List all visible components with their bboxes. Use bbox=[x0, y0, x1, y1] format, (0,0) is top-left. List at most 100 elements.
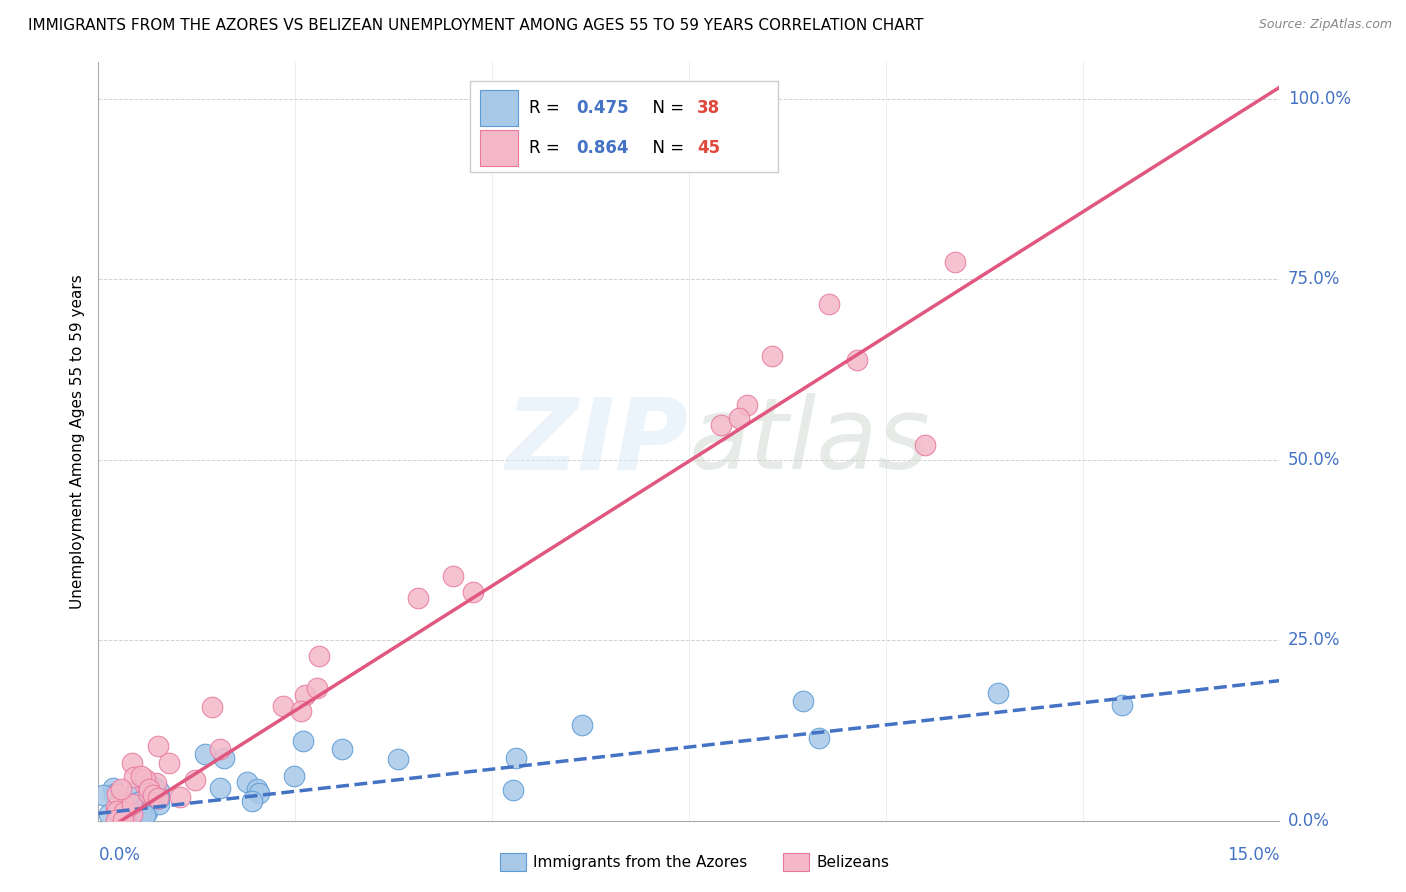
Point bbox=[148, 797, 170, 811]
Point bbox=[654, 91, 676, 105]
Point bbox=[148, 791, 170, 805]
Point bbox=[110, 782, 132, 797]
Point bbox=[121, 797, 143, 811]
Text: 25.0%: 25.0% bbox=[1288, 632, 1340, 649]
Point bbox=[103, 781, 125, 796]
Point bbox=[1111, 698, 1133, 712]
Point bbox=[121, 756, 143, 770]
FancyBboxPatch shape bbox=[501, 854, 526, 871]
Point bbox=[139, 786, 162, 800]
Point bbox=[246, 781, 269, 796]
Point bbox=[502, 783, 524, 797]
Text: R =: R = bbox=[530, 139, 565, 157]
Point bbox=[157, 756, 180, 770]
Text: IMMIGRANTS FROM THE AZORES VS BELIZEAN UNEMPLOYMENT AMONG AGES 55 TO 59 YEARS CO: IMMIGRANTS FROM THE AZORES VS BELIZEAN U… bbox=[28, 18, 924, 33]
Point bbox=[105, 804, 128, 818]
FancyBboxPatch shape bbox=[479, 130, 517, 166]
Point bbox=[290, 704, 312, 718]
Point bbox=[145, 776, 167, 790]
Point bbox=[105, 788, 128, 802]
Y-axis label: Unemployment Among Ages 55 to 59 years: Unemployment Among Ages 55 to 59 years bbox=[69, 274, 84, 609]
Point bbox=[710, 417, 733, 432]
Point bbox=[184, 773, 207, 788]
Text: 0.475: 0.475 bbox=[576, 99, 630, 117]
Text: 15.0%: 15.0% bbox=[1227, 846, 1279, 863]
Point bbox=[125, 784, 148, 798]
Point bbox=[148, 784, 170, 798]
Point bbox=[727, 411, 749, 425]
Text: 75.0%: 75.0% bbox=[1288, 270, 1340, 288]
Point bbox=[112, 813, 135, 827]
Text: 0.0%: 0.0% bbox=[98, 846, 141, 863]
Text: 45: 45 bbox=[697, 139, 720, 157]
Text: atlas: atlas bbox=[689, 393, 931, 490]
Point bbox=[134, 778, 156, 792]
Point bbox=[846, 352, 869, 367]
Point bbox=[148, 739, 170, 754]
Point bbox=[136, 786, 159, 800]
Point bbox=[129, 769, 152, 783]
Point bbox=[138, 782, 160, 797]
FancyBboxPatch shape bbox=[479, 90, 517, 126]
Point bbox=[208, 741, 231, 756]
Point bbox=[209, 781, 232, 796]
Text: 50.0%: 50.0% bbox=[1288, 450, 1340, 468]
Text: Belizeans: Belizeans bbox=[817, 855, 890, 870]
Point bbox=[169, 789, 191, 804]
Text: Source: ZipAtlas.com: Source: ZipAtlas.com bbox=[1258, 18, 1392, 31]
Point bbox=[104, 800, 127, 814]
Point bbox=[505, 750, 527, 764]
Point bbox=[294, 688, 316, 702]
Point bbox=[441, 568, 464, 582]
Text: 38: 38 bbox=[697, 99, 720, 117]
Point bbox=[103, 787, 125, 801]
Text: 100.0%: 100.0% bbox=[1288, 89, 1351, 108]
Point bbox=[308, 648, 330, 663]
Text: Immigrants from the Azores: Immigrants from the Azores bbox=[533, 855, 748, 870]
Point bbox=[142, 780, 165, 794]
Point bbox=[134, 807, 156, 822]
Text: ZIP: ZIP bbox=[506, 393, 689, 490]
Point bbox=[129, 807, 152, 822]
FancyBboxPatch shape bbox=[783, 854, 810, 871]
Point bbox=[818, 297, 841, 311]
Point bbox=[247, 786, 270, 800]
Point bbox=[408, 591, 430, 605]
Point bbox=[108, 794, 131, 808]
Point bbox=[127, 795, 149, 809]
FancyBboxPatch shape bbox=[471, 81, 778, 172]
Point bbox=[112, 796, 135, 810]
Point bbox=[283, 769, 305, 783]
Point bbox=[146, 792, 169, 806]
Point bbox=[138, 781, 160, 796]
Point bbox=[97, 806, 120, 821]
Point bbox=[987, 686, 1010, 700]
Text: 0.864: 0.864 bbox=[576, 139, 630, 157]
Point bbox=[148, 791, 170, 805]
Point bbox=[110, 811, 132, 825]
Point bbox=[135, 797, 157, 811]
Text: R =: R = bbox=[530, 99, 565, 117]
Point bbox=[236, 774, 259, 789]
Point bbox=[135, 805, 157, 820]
Point bbox=[305, 681, 328, 695]
Point bbox=[761, 349, 783, 363]
Point bbox=[291, 734, 314, 748]
Point bbox=[808, 731, 831, 745]
Point bbox=[271, 699, 294, 714]
Point bbox=[212, 751, 235, 765]
Point bbox=[142, 788, 165, 802]
Point bbox=[240, 794, 263, 808]
Point bbox=[599, 91, 621, 105]
Point bbox=[121, 806, 143, 821]
Point bbox=[792, 694, 814, 708]
Point bbox=[330, 742, 353, 756]
Point bbox=[129, 804, 152, 818]
Point bbox=[134, 772, 156, 787]
Point bbox=[571, 718, 593, 732]
Point bbox=[735, 398, 758, 412]
Point bbox=[461, 584, 484, 599]
Point bbox=[201, 699, 224, 714]
Point bbox=[914, 438, 936, 452]
Text: N =: N = bbox=[641, 99, 689, 117]
